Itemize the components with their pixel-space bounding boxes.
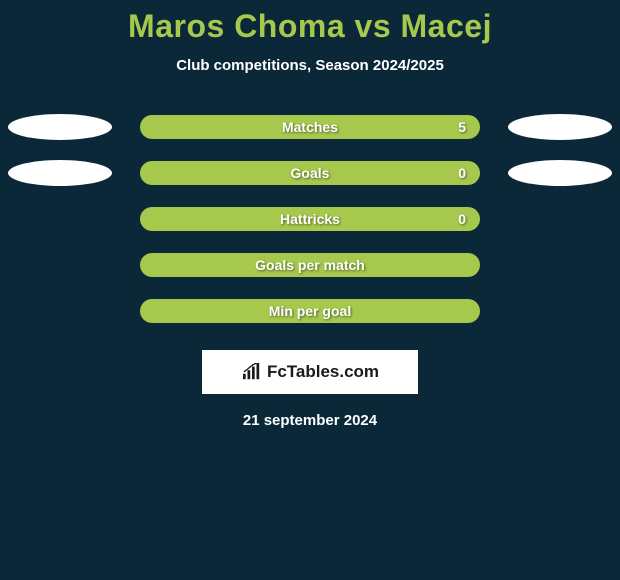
stat-row: Min per goal: [0, 288, 620, 334]
date-text: 21 september 2024: [0, 412, 620, 429]
stat-label: Goals: [291, 165, 330, 181]
stat-bar: Goals 0: [140, 161, 480, 185]
right-ellipse: [508, 114, 612, 140]
stats-area: Matches 5 Goals 0 Hattricks 0 Goals per match M…: [0, 104, 620, 334]
right-ellipse: [508, 160, 612, 186]
stat-row: Goals 0: [0, 150, 620, 196]
stat-label: Goals per match: [255, 257, 365, 273]
stat-bar: Goals per match: [140, 253, 480, 277]
stat-row: Goals per match: [0, 242, 620, 288]
stat-label: Matches: [282, 119, 338, 135]
left-ellipse: [8, 114, 112, 140]
logo-box: FcTables.com: [202, 350, 418, 394]
stat-bar: Hattricks 0: [140, 207, 480, 231]
stat-value: 0: [458, 165, 466, 181]
stat-label: Min per goal: [269, 303, 351, 319]
left-ellipse: [8, 160, 112, 186]
stat-row: Matches 5: [0, 104, 620, 150]
stat-bar: Min per goal: [140, 299, 480, 323]
bar-chart-icon: [241, 363, 263, 381]
page-title: Maros Choma vs Macej: [0, 8, 620, 45]
stat-label: Hattricks: [280, 211, 340, 227]
stat-bar: Matches 5: [140, 115, 480, 139]
stat-row: Hattricks 0: [0, 196, 620, 242]
stat-value: 5: [458, 119, 466, 135]
logo: FcTables.com: [241, 362, 379, 382]
infographic-container: Maros Choma vs Macej Club competitions, …: [0, 0, 620, 429]
stat-value: 0: [458, 211, 466, 227]
subtitle: Club competitions, Season 2024/2025: [0, 57, 620, 74]
logo-label: FcTables.com: [267, 362, 379, 382]
